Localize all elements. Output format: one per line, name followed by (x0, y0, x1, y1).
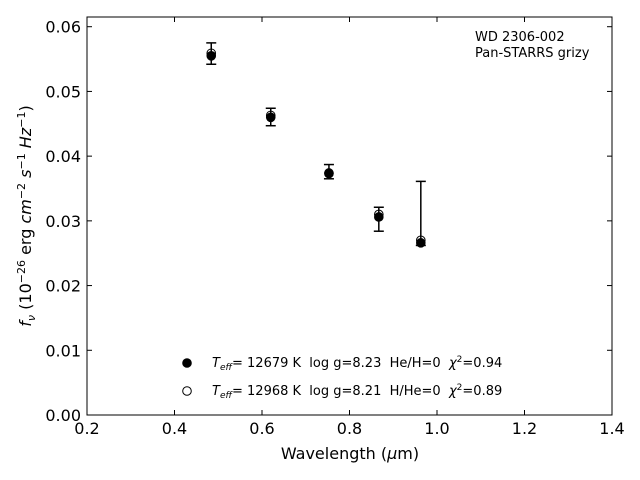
annotation-line-1: WD 2306-002 (475, 30, 565, 45)
series-1-point-0 (206, 51, 217, 61)
series-2-point-3 (374, 209, 384, 220)
x-tick-label-6: 1.4 (599, 419, 624, 438)
annotation-line-2: Pan-STARRS grizy (475, 46, 590, 61)
errorbar-layer (206, 42, 426, 247)
legend-entry-1: Teff= 12679 K log g=8.23 He/H=0 χ2=0.94 (212, 355, 502, 373)
x-axis-title: Wavelength (μm) (281, 444, 419, 463)
x-tick-label-4: 1.0 (424, 419, 449, 438)
series-2-point-1 (265, 110, 276, 121)
series-1-point-3 (374, 212, 384, 222)
legend-marker-filled (182, 358, 192, 368)
legend-marker-open (182, 386, 192, 396)
series-1-point-1 (265, 112, 276, 123)
legend-entry-2: Teff= 12968 K log g=8.21 H/He=0 χ2=0.89 (212, 383, 502, 401)
x-tick-label-5: 1.2 (512, 419, 537, 438)
x-tick-label-3: 0.8 (337, 419, 362, 438)
y-axis-title: fν (10−26 erg cm−2 s−1 Hz−1) (15, 105, 38, 326)
x-tick-label-0: 0.2 (74, 419, 99, 438)
y-tick-label-3: 0.03 (45, 212, 81, 231)
series-2-point-4 (416, 235, 426, 246)
y-tick-label-0: 0.00 (45, 406, 81, 425)
y-tick-label-4: 0.04 (45, 147, 81, 166)
y-tick-label-5: 0.05 (45, 82, 81, 101)
x-tick-label-1: 0.4 (162, 419, 187, 438)
y-tick-label-2: 0.02 (45, 277, 81, 296)
series-2-point-0 (206, 48, 217, 59)
y-tick-label-6: 0.06 (45, 18, 81, 37)
x-tick-label-2: 0.6 (249, 419, 274, 438)
ticks-layer: 0.2 0.4 0.6 0.8 1.0 1.2 1.4 0.00 0.01 0.02 0.03 0.0… (45, 17, 625, 438)
y-tick-label-1: 0.01 (45, 341, 81, 360)
legend: Teff= 12679 K log g=8.23 He/H=0 χ2=0.94 … (182, 355, 502, 401)
series-1-point-4 (416, 238, 426, 248)
series-2-point-2 (324, 168, 334, 178)
marker-layer (206, 48, 426, 248)
